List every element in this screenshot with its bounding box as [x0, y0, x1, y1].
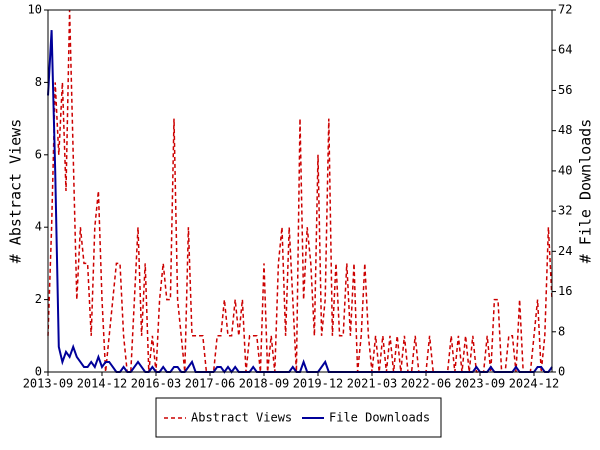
x-tick-label: 2014-12 [77, 377, 128, 391]
y2-tick-label: 72 [558, 3, 572, 17]
x-tick-label: 2022-06 [401, 377, 452, 391]
y-tick-label: 0 [35, 365, 42, 379]
y2-tick-label: 56 [558, 83, 572, 97]
y-tick-label: 4 [35, 220, 42, 234]
y2-tick-label: 64 [558, 43, 572, 57]
x-tick-label: 2018-09 [239, 377, 290, 391]
y2-tick-label: 8 [558, 324, 565, 338]
x-tick-label: 2017-06 [185, 377, 236, 391]
y2-tick-label: 32 [558, 204, 572, 218]
y-tick-label: 10 [28, 3, 42, 17]
y2-tick-label: 0 [558, 365, 565, 379]
y2-tick-label: 48 [558, 123, 572, 137]
x-tick-label: 2021-03 [347, 377, 398, 391]
y2-tick-label: 40 [558, 163, 572, 177]
legend-label: File Downloads [329, 411, 430, 425]
x-tick-label: 2019-12 [293, 377, 344, 391]
y2-axis-label: # File Downloads [577, 119, 595, 264]
y2-tick-label: 24 [558, 244, 572, 258]
plot-frame [47, 9, 553, 373]
x-tick-label: 2016-03 [131, 377, 182, 391]
y-tick-label: 6 [35, 147, 42, 161]
x-tick-label: 2024-12 [509, 377, 560, 391]
y2-tick-label: 16 [558, 284, 572, 298]
legend-label: Abstract Views [191, 411, 292, 425]
x-tick-label: 2013-09 [23, 377, 74, 391]
x-tick-label: 2023-09 [455, 377, 506, 391]
legend-box [155, 397, 442, 438]
y-tick-label: 8 [35, 75, 42, 89]
data-line [47, 9, 553, 373]
y-tick-label: 2 [35, 292, 42, 306]
y-axis-label: # Abstract Views [7, 119, 25, 264]
